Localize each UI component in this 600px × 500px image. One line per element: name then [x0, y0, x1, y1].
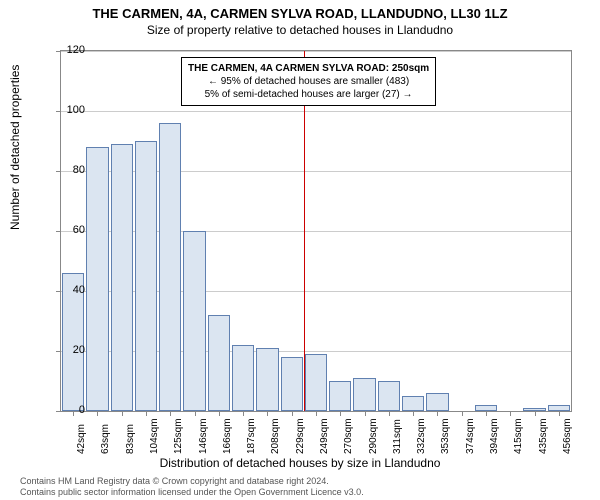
- x-tick-label: 249sqm: [319, 418, 330, 454]
- chart-subtitle: Size of property relative to detached ho…: [0, 21, 600, 37]
- bar: [135, 141, 157, 411]
- y-tick-label: 40: [55, 284, 85, 296]
- x-tick-label: 125sqm: [173, 418, 184, 454]
- chart-title: THE CARMEN, 4A, CARMEN SYLVA ROAD, LLAND…: [0, 0, 600, 21]
- bar: [111, 144, 133, 411]
- x-tick-mark: [97, 411, 98, 416]
- x-tick-label: 353sqm: [440, 418, 451, 454]
- x-tick-label: 42sqm: [76, 424, 87, 454]
- x-tick-label: 435sqm: [538, 418, 549, 454]
- x-tick-label: 415sqm: [513, 418, 524, 454]
- chart-container: THE CARMEN, 4A, CARMEN SYLVA ROAD, LLAND…: [0, 0, 600, 500]
- x-tick-label: 229sqm: [295, 418, 306, 454]
- x-tick-mark: [559, 411, 560, 416]
- x-tick-mark: [170, 411, 171, 416]
- bar: [281, 357, 303, 411]
- x-tick-mark: [365, 411, 366, 416]
- x-axis-label: Distribution of detached houses by size …: [0, 456, 600, 470]
- bar: [232, 345, 254, 411]
- x-tick-mark: [437, 411, 438, 416]
- footer-line-2: Contains public sector information licen…: [20, 487, 600, 498]
- footer-attribution: Contains HM Land Registry data © Crown c…: [0, 476, 600, 498]
- x-tick-mark: [340, 411, 341, 416]
- annotation-line-3: 5% of semi-detached houses are larger (2…: [188, 88, 429, 101]
- annotation-line-1: THE CARMEN, 4A CARMEN SYLVA ROAD: 250sqm: [188, 62, 429, 75]
- x-tick-mark: [316, 411, 317, 416]
- y-tick-label: 80: [55, 164, 85, 176]
- x-tick-mark: [146, 411, 147, 416]
- x-tick-label: 394sqm: [489, 418, 500, 454]
- x-tick-label: 166sqm: [222, 418, 233, 454]
- x-tick-label: 332sqm: [416, 418, 427, 454]
- chart-plot-area: THE CARMEN, 4A CARMEN SYLVA ROAD: 250sqm…: [60, 50, 572, 412]
- footer-line-1: Contains HM Land Registry data © Crown c…: [20, 476, 600, 487]
- x-tick-mark: [462, 411, 463, 416]
- x-tick-mark: [195, 411, 196, 416]
- y-axis-label: Number of detached properties: [8, 65, 22, 230]
- x-tick-mark: [389, 411, 390, 416]
- grid-line: [61, 51, 571, 52]
- bar: [159, 123, 181, 411]
- x-tick-mark: [267, 411, 268, 416]
- annotation-line-2: ← 95% of detached houses are smaller (48…: [188, 75, 429, 88]
- x-tick-label: 208sqm: [270, 418, 281, 454]
- x-tick-label: 311sqm: [392, 419, 403, 454]
- x-tick-mark: [219, 411, 220, 416]
- y-tick-label: 20: [55, 344, 85, 356]
- x-tick-mark: [486, 411, 487, 416]
- x-tick-label: 83sqm: [125, 424, 136, 454]
- x-tick-mark: [122, 411, 123, 416]
- y-tick-label: 120: [55, 44, 85, 56]
- bar: [305, 354, 327, 411]
- x-tick-label: 270sqm: [343, 418, 354, 454]
- x-tick-label: 374sqm: [465, 418, 476, 454]
- x-tick-mark: [510, 411, 511, 416]
- bar: [256, 348, 278, 411]
- x-tick-label: 290sqm: [368, 418, 379, 454]
- bar: [378, 381, 400, 411]
- x-tick-mark: [243, 411, 244, 416]
- x-tick-mark: [413, 411, 414, 416]
- bar: [208, 315, 230, 411]
- y-tick-label: 60: [55, 224, 85, 236]
- x-tick-mark: [292, 411, 293, 416]
- bar: [183, 231, 205, 411]
- annotation-box: THE CARMEN, 4A CARMEN SYLVA ROAD: 250sqm…: [181, 57, 436, 106]
- y-tick-label: 0: [55, 404, 85, 416]
- bar: [86, 147, 108, 411]
- bar: [402, 396, 424, 411]
- x-tick-mark: [535, 411, 536, 416]
- grid-line: [61, 111, 571, 112]
- x-tick-label: 104sqm: [149, 418, 160, 454]
- bar: [353, 378, 375, 411]
- bar: [426, 393, 448, 411]
- y-tick-label: 100: [55, 104, 85, 116]
- bar: [329, 381, 351, 411]
- x-tick-label: 187sqm: [246, 418, 257, 454]
- x-tick-label: 63sqm: [100, 424, 111, 454]
- x-tick-label: 456sqm: [562, 418, 573, 454]
- x-tick-label: 146sqm: [198, 418, 209, 454]
